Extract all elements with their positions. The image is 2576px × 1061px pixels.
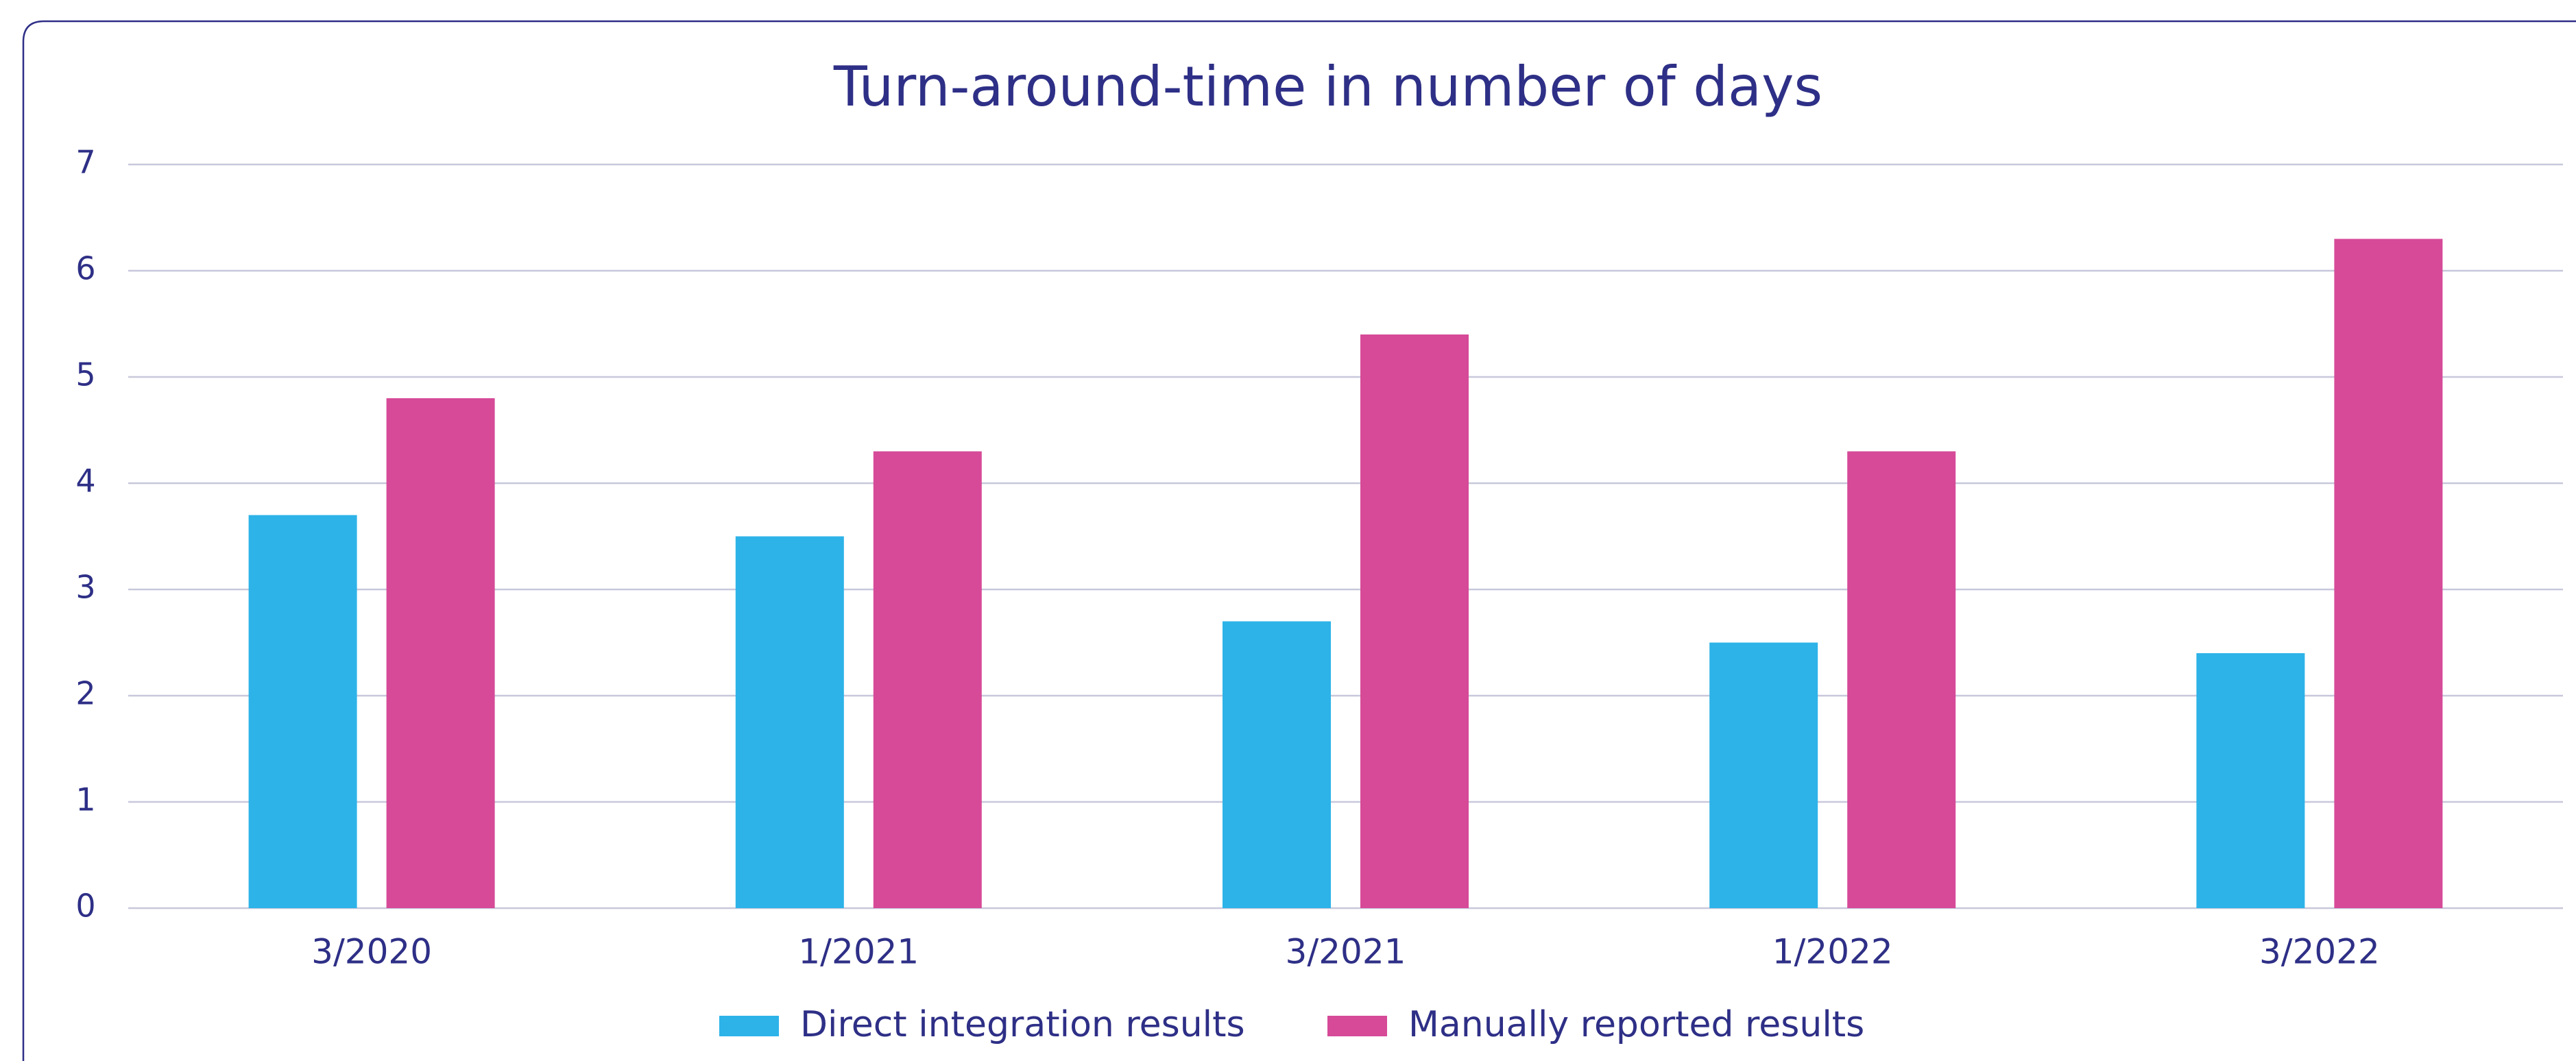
y-tick-label: 4 [75, 463, 95, 500]
x-tick-label: 3/2022 [2259, 932, 2380, 972]
y-tick-label: 0 [75, 888, 95, 925]
y-tick-label: 3 [75, 569, 95, 606]
bar [873, 451, 982, 908]
y-tick-label: 6 [75, 250, 95, 287]
chart-title: Turn-around-time in number of days [833, 55, 1822, 119]
x-tick-label: 1/2022 [1772, 932, 1893, 972]
x-tick-label: 3/2021 [1286, 932, 1406, 972]
bar [1709, 642, 1818, 908]
x-tick-label: 3/2020 [311, 932, 432, 972]
bar [386, 398, 495, 908]
y-tick-label: 7 [75, 144, 95, 181]
legend-label: Manually reported results [1408, 1004, 1864, 1045]
bar [2196, 653, 2305, 908]
bar [1223, 621, 1331, 908]
legend-label: Direct integration results [800, 1004, 1245, 1045]
x-tick-label: 1/2021 [798, 932, 919, 972]
bar [735, 536, 844, 908]
y-tick-label: 1 [75, 781, 95, 818]
y-tick-label: 2 [75, 675, 95, 712]
bar [1360, 334, 1469, 908]
bar [248, 515, 357, 908]
legend-swatch [1327, 1016, 1387, 1036]
bar [1847, 451, 1956, 908]
bar [2334, 239, 2443, 908]
y-tick-label: 5 [75, 356, 95, 393]
card-border [22, 20, 2576, 1061]
legend-swatch [719, 1016, 779, 1036]
